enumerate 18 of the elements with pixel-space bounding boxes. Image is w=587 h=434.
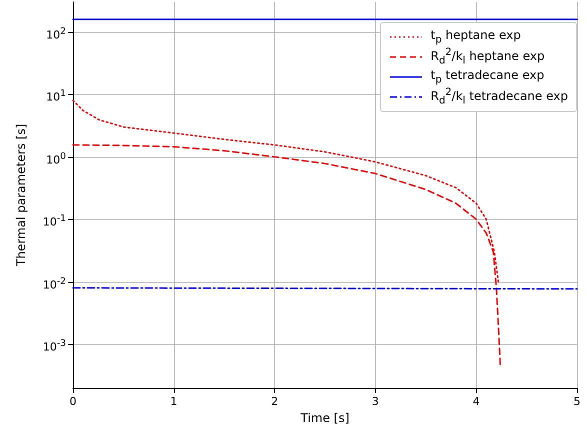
legend-label: R$_{d}$$^{2}$/k$_{l}$ tetradecane exp [430, 87, 568, 107]
x-tick-label: 5 [574, 395, 580, 408]
x-tick-label: 1 [170, 395, 178, 408]
x-tick-label: 2 [271, 395, 278, 408]
y-tick-label: 10$^{1}$ [46, 87, 66, 106]
legend-label: t$_{p}$ heptane exp [430, 28, 521, 46]
x-tick-label: 3 [372, 395, 379, 408]
y-tick-label: 10$^{-2}$ [42, 274, 66, 294]
y-axis-title: Thermal parameters [s] [14, 124, 28, 268]
y-tick-label: 10$^{-1}$ [42, 212, 66, 231]
x-axis-title: Time [s] [300, 410, 350, 425]
x-tick-label: 0 [70, 395, 76, 408]
legend-label: R$_{d}$$^{2}$/k$_{l}$ heptane exp [430, 47, 545, 67]
x-tick-label: 4 [472, 395, 480, 408]
y-tick-label: 10$^{2}$ [46, 24, 66, 44]
y-tick-label: 10$^{0}$ [46, 150, 66, 168]
y-tick-label: 10$^{-3}$ [42, 337, 66, 356]
legend-label: t$_{p}$ tetradecane exp [430, 68, 544, 86]
